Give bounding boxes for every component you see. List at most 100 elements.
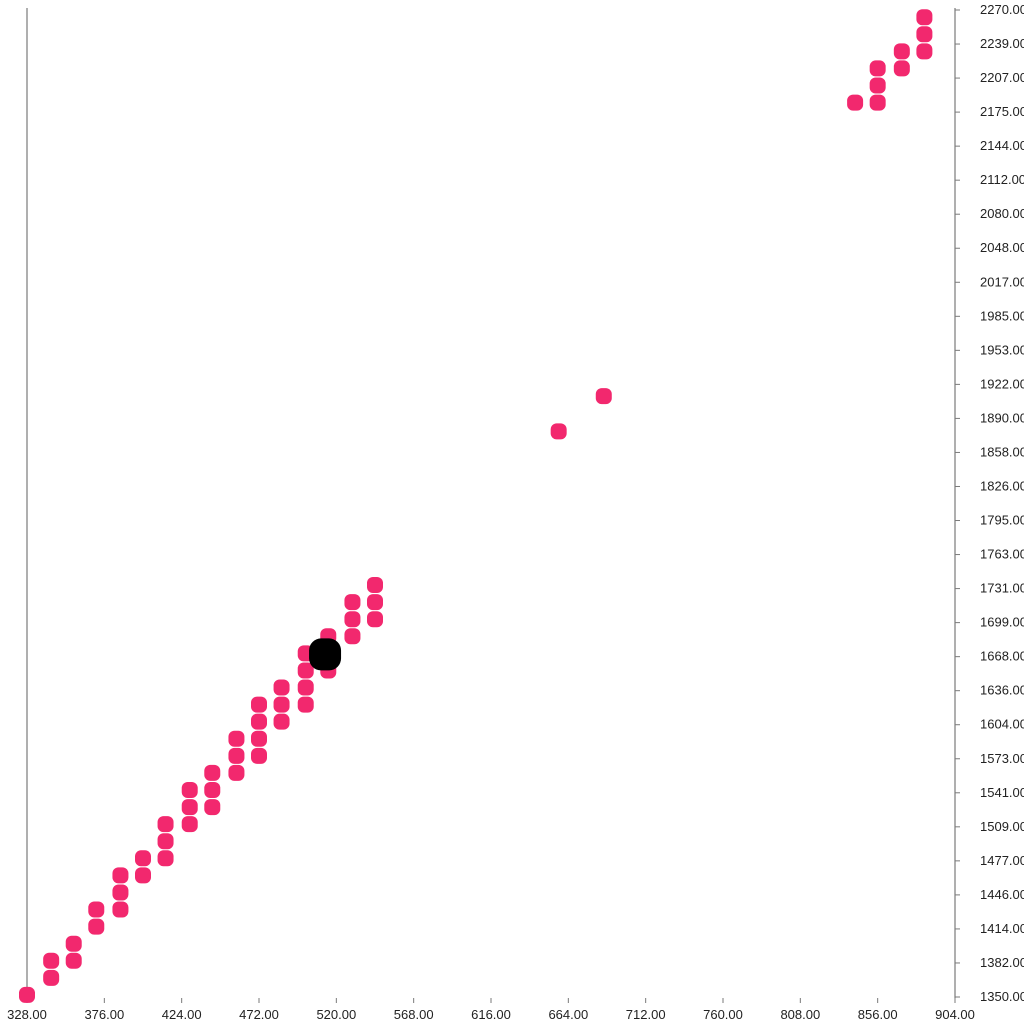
data-point	[297, 679, 314, 696]
highlighted-point	[309, 638, 342, 671]
y-tick-label: 1826.00	[980, 478, 1024, 493]
y-tick-label: 1541.00	[980, 785, 1024, 800]
y-tick-label: 1922.00	[980, 376, 1024, 391]
y-tick-label: 2270.00	[980, 2, 1024, 17]
data-point	[595, 388, 612, 405]
data-point	[157, 833, 174, 850]
data-point	[916, 9, 933, 26]
data-point	[344, 594, 361, 611]
x-tick-label: 568.00	[394, 1007, 434, 1022]
x-tick-label: 328.00	[7, 1007, 47, 1022]
x-tick-label: 472.00	[239, 1007, 279, 1022]
data-point	[112, 901, 129, 918]
y-tick-label: 1795.00	[980, 513, 1024, 528]
x-tick-label: 664.00	[548, 1007, 588, 1022]
data-point	[251, 713, 267, 730]
y-tick-label: 1985.00	[980, 308, 1024, 323]
x-tick-label: 760.00	[703, 1007, 743, 1022]
y-tick-label: 1573.00	[980, 751, 1024, 766]
x-tick-label: 376.00	[84, 1007, 124, 1022]
data-point	[916, 43, 933, 60]
data-point	[112, 867, 129, 884]
data-point	[297, 662, 314, 679]
x-axis-tick-labels: 328.00 376.00 424.00 472.00 520.00 568.00 616.…	[7, 998, 975, 1022]
data-point	[204, 764, 221, 781]
y-tick-label: 2144.00	[980, 138, 1024, 153]
data-point	[228, 764, 245, 781]
y-tick-label: 1636.00	[980, 683, 1024, 698]
data-point	[251, 747, 267, 764]
data-point	[297, 696, 314, 713]
data-point	[550, 423, 567, 440]
data-point	[65, 935, 82, 952]
data-point	[88, 918, 105, 935]
data-point	[367, 611, 383, 628]
data-point	[344, 611, 361, 628]
data-point	[893, 43, 910, 60]
y-axis-tick-labels: 2270.00 2239.00 2207.00 2175.00 2144.00 2112.…	[955, 2, 1024, 1004]
data-point	[916, 26, 933, 43]
y-tick-label: 2048.00	[980, 240, 1024, 255]
y-tick-label: 2175.00	[980, 104, 1024, 119]
x-tick-label: 856.00	[858, 1007, 898, 1022]
y-tick-label: 1350.00	[980, 989, 1024, 1004]
data-point	[19, 986, 35, 1003]
data-point	[273, 713, 290, 730]
y-tick-label: 1699.00	[980, 615, 1024, 630]
y-tick-label: 1446.00	[980, 887, 1024, 902]
data-point	[181, 799, 198, 816]
x-tick-label: 808.00	[780, 1007, 820, 1022]
data-point	[251, 696, 267, 713]
y-tick-label: 1414.00	[980, 921, 1024, 936]
data-point	[228, 730, 245, 747]
data-point	[273, 679, 290, 696]
data-point	[181, 816, 198, 833]
data-point	[251, 730, 267, 747]
y-tick-label: 2112.00	[980, 172, 1024, 187]
data-point	[43, 969, 60, 986]
data-point	[112, 884, 129, 901]
data-point	[135, 850, 151, 867]
data-point	[157, 850, 174, 867]
data-point	[181, 781, 198, 798]
y-tick-label: 2239.00	[980, 36, 1024, 51]
data-points	[19, 9, 933, 1003]
y-tick-label: 1890.00	[980, 410, 1024, 425]
y-tick-label: 1858.00	[980, 444, 1024, 459]
data-point	[88, 901, 105, 918]
x-tick-label: 904.00	[935, 1007, 975, 1022]
y-tick-label: 1953.00	[980, 342, 1024, 357]
data-point	[65, 952, 82, 969]
data-point	[228, 747, 245, 764]
data-point	[367, 594, 383, 611]
y-tick-label: 1731.00	[980, 581, 1024, 596]
data-point	[893, 60, 910, 77]
y-tick-label: 2017.00	[980, 274, 1024, 289]
data-point	[869, 60, 886, 77]
data-point	[135, 867, 151, 884]
x-tick-label: 424.00	[162, 1007, 202, 1022]
data-point	[344, 628, 361, 645]
data-point	[869, 77, 886, 94]
y-tick-label: 1509.00	[980, 819, 1024, 834]
data-point	[869, 94, 886, 111]
x-tick-label: 520.00	[316, 1007, 356, 1022]
y-tick-label: 1763.00	[980, 547, 1024, 562]
data-point	[273, 696, 290, 713]
data-point	[157, 816, 174, 833]
y-tick-label: 1668.00	[980, 649, 1024, 664]
y-tick-label: 2207.00	[980, 70, 1024, 85]
data-point	[204, 799, 221, 816]
highlighted-point-group	[309, 638, 342, 671]
data-point	[367, 577, 383, 594]
y-tick-label: 2080.00	[980, 206, 1024, 221]
data-point	[43, 952, 60, 969]
axes	[26, 8, 956, 998]
y-tick-label: 1477.00	[980, 853, 1024, 868]
x-tick-label: 616.00	[471, 1007, 511, 1022]
x-tick-label: 712.00	[626, 1007, 666, 1022]
data-point	[204, 781, 221, 798]
y-tick-label: 1604.00	[980, 717, 1024, 732]
y-tick-label: 1382.00	[980, 955, 1024, 970]
